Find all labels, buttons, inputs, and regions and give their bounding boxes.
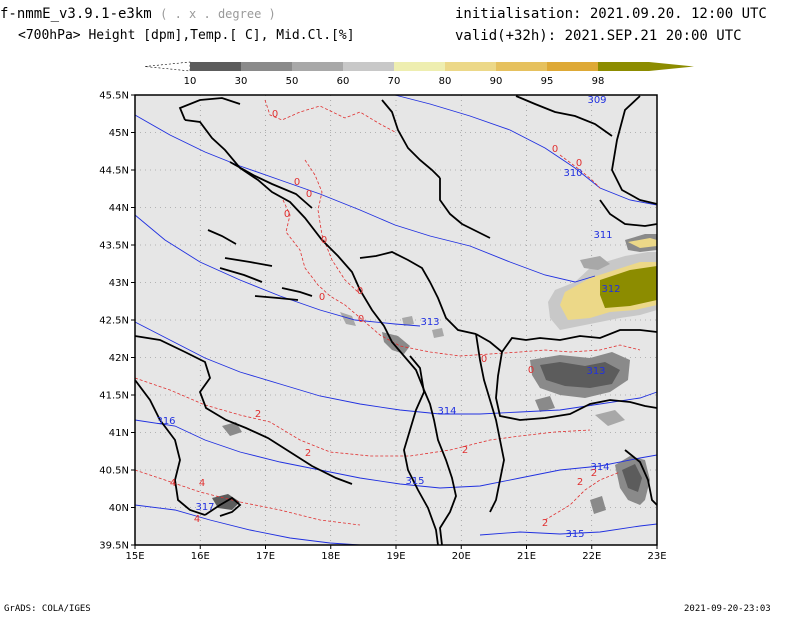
height-contour-label: 313 <box>586 366 605 377</box>
colorbar-swatch <box>190 62 241 71</box>
colorbar-swatch <box>598 62 649 71</box>
lat-tick-label: 44.5N <box>99 166 129 177</box>
temperature-contour-label: 0 <box>284 209 290 220</box>
model-resolution: ( . x . degree ) <box>160 7 276 21</box>
temperature-contour-label: 0 <box>528 365 534 376</box>
lon-tick-label: 17E <box>256 551 275 562</box>
colorbar-swatch <box>394 62 445 71</box>
height-contour-label: 314 <box>437 406 456 417</box>
height-contour-label: 310 <box>563 168 582 179</box>
temperature-contour-label: 0 <box>576 158 582 169</box>
height-contour-label: 317 <box>195 502 214 513</box>
temperature-contour-label: 2 <box>305 448 311 459</box>
colorbar-swatch <box>445 62 496 71</box>
temperature-contours <box>134 99 641 526</box>
temperature-contour-label: 0 <box>358 314 364 325</box>
lat-tick-label: 39.5N <box>99 541 129 552</box>
temperature-contour-label: 0 <box>552 144 558 155</box>
temperature-contour-label: 2 <box>255 409 261 420</box>
colorbar-tick-label: 50 <box>286 76 299 87</box>
lon-tick-label: 18E <box>321 551 340 562</box>
height-contour-labels: 309 310 311 312 313 313 314 314 315 315 316 317 <box>156 95 620 540</box>
temperature-contour-label: 0 <box>357 286 363 297</box>
lat-tick-label: 44N <box>109 203 129 214</box>
colorbar-low-triangle <box>144 61 191 72</box>
colorbar-swatch <box>547 62 598 71</box>
colorbar-swatch <box>496 62 547 71</box>
latitude-axis: 45.5N 45N 44.5N 44N 43.5N 43N 42.5N 42N 41.5N 41N… <box>99 91 135 552</box>
temperature-contour-label: 0 <box>294 177 300 188</box>
valid-time: valid(+32h): 2021.SEP.21 20:00 UTC <box>455 28 742 44</box>
lon-tick-label: 23E <box>647 551 666 562</box>
height-contour-label: 315 <box>405 476 424 487</box>
temperature-contour-label: 4 <box>199 478 205 489</box>
colorbar-high-triangle <box>649 62 694 71</box>
height-contour-label: 313 <box>420 317 439 328</box>
model-title: f-nmmE_v3.9.1-e3km ( . x . degree ) <box>0 6 276 22</box>
colorbar-tick-label: 95 <box>541 76 554 87</box>
cloud-colorbar: 10 30 50 60 70 80 90 95 98 <box>144 61 694 87</box>
lat-tick-label: 41N <box>109 428 129 439</box>
temperature-contour-label: 0 <box>321 235 327 246</box>
temperature-contour-label: 2 <box>542 518 548 529</box>
colorbar-swatch <box>292 62 343 71</box>
height-contour-label: 315 <box>565 529 584 540</box>
temperature-contour-label: 4 <box>194 514 200 525</box>
temperature-contour-label: 0 <box>319 292 325 303</box>
lon-tick-label: 19E <box>386 551 405 562</box>
height-contour-label: 316 <box>156 416 175 427</box>
height-contour-label: 314 <box>590 462 609 473</box>
colorbar-swatch <box>343 62 394 71</box>
lat-tick-label: 41.5N <box>99 391 129 402</box>
temperature-contour-label: 0 <box>306 189 312 200</box>
colorbar-tick-label: 90 <box>490 76 503 87</box>
model-name: f-nmmE_v3.9.1-e3km <box>0 6 152 22</box>
temperature-contour-label: 2 <box>577 477 583 488</box>
lat-tick-label: 45N <box>109 128 129 139</box>
lat-tick-label: 45.5N <box>99 91 129 102</box>
colorbar-swatch <box>241 62 292 71</box>
lon-tick-label: 15E <box>125 551 144 562</box>
cloud-cover <box>212 234 657 514</box>
temperature-contour-label: 4 <box>170 478 176 489</box>
colorbar-tick-label: 60 <box>337 76 350 87</box>
lat-tick-label: 43.5N <box>99 241 129 252</box>
colorbar-tick-label: 80 <box>439 76 452 87</box>
height-contour-label: 309 <box>587 95 606 106</box>
temperature-contour-label: 0 <box>272 109 278 120</box>
init-time: initialisation: 2021.09.20. 12:00 UTC <box>455 6 767 22</box>
lon-tick-label: 16E <box>191 551 210 562</box>
colorbar-tick-label: 30 <box>235 76 248 87</box>
lon-tick-label: 21E <box>517 551 536 562</box>
lat-tick-label: 40.5N <box>99 466 129 477</box>
temperature-contour-label: 2 <box>462 445 468 456</box>
temperature-contour-label: 0 <box>481 354 487 365</box>
lon-tick-label: 20E <box>452 551 471 562</box>
grads-credit: GrADS: COLA/IGES <box>4 604 91 614</box>
longitude-axis: 15E 16E 17E 18E 19E 20E 21E 22E 23E <box>125 545 667 562</box>
lat-tick-label: 42.5N <box>99 316 129 327</box>
lat-tick-label: 40N <box>109 503 129 514</box>
colorbar-tick-label: 98 <box>592 76 605 87</box>
map-plot-area <box>134 94 658 546</box>
temperature-contour-label: 2 <box>591 468 597 479</box>
render-timestamp: 2021-09-20-23:03 <box>684 604 771 614</box>
lat-tick-label: 42N <box>109 353 129 364</box>
height-contour-label: 312 <box>601 284 620 295</box>
lat-tick-label: 43N <box>109 278 129 289</box>
lon-tick-label: 22E <box>582 551 601 562</box>
colorbar-tick-label: 10 <box>184 76 197 87</box>
height-contour-label: 311 <box>593 230 612 241</box>
field-description: <700hPa> Height [dpm],Temp.[ C], Mid.Cl.… <box>18 28 355 43</box>
coastlines-and-borders <box>134 95 658 546</box>
colorbar-tick-label: 70 <box>388 76 401 87</box>
